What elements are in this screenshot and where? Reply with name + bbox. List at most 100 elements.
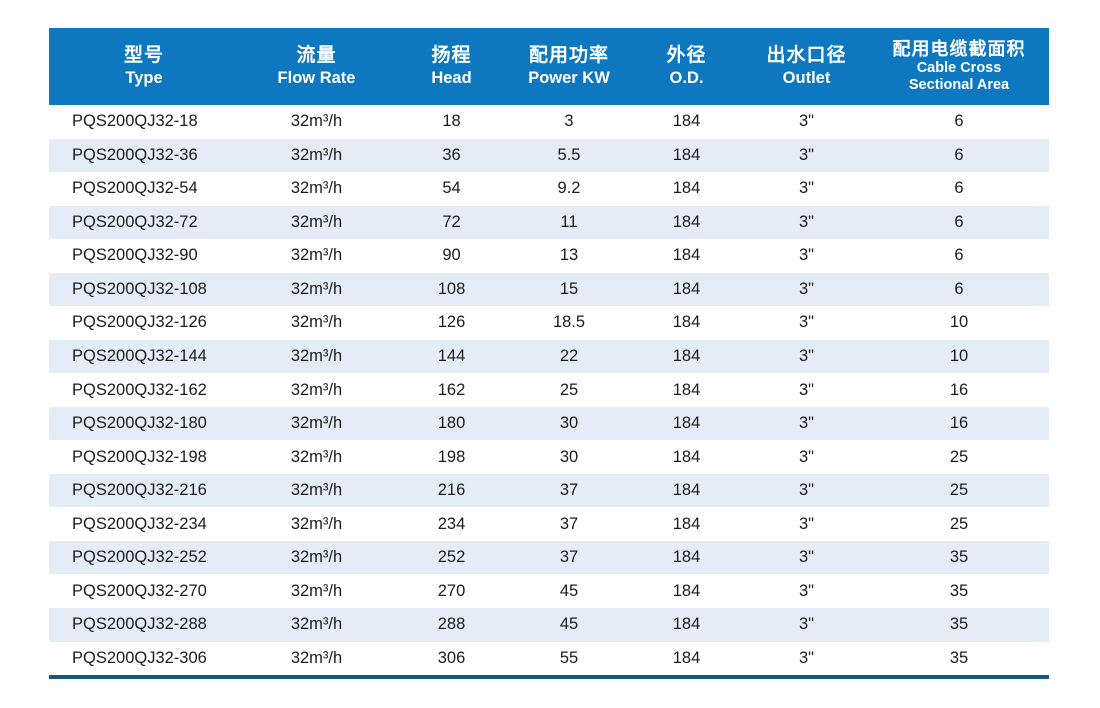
- table-row: PQS200QJ32-288 32m³/h 288 45 184 3" 35: [49, 607, 1049, 642]
- table-row: PQS200QJ32-252 32m³/h 252 37 184 3" 35: [49, 540, 1049, 575]
- table-row: PQS200QJ32-18 32m³/h 18 3 184 3" 6: [49, 105, 1049, 139]
- cell-cable-area: 16: [949, 414, 969, 433]
- table-row: PQS200QJ32-108 32m³/h 108 15 184 3" 6: [49, 272, 1049, 307]
- cell-cable-area: 6: [954, 212, 964, 231]
- cell-power: 30: [559, 414, 579, 433]
- col-header-outlet: 出水口径 Outlet: [744, 28, 869, 105]
- cell-flow-rate: 32m³/h: [290, 414, 343, 433]
- table-row: PQS200QJ32-234 32m³/h 234 37 184 3" 25: [49, 507, 1049, 541]
- cell-outlet: 3": [798, 548, 815, 567]
- cell-head: 54: [442, 179, 461, 198]
- col-header-od: 外径 O.D.: [629, 28, 744, 105]
- cell-flow-rate: 32m³/h: [290, 581, 343, 600]
- cell-flow-rate: 32m³/h: [290, 380, 343, 399]
- cell-cable-area: 6: [954, 179, 964, 198]
- cell-power: 25: [559, 380, 579, 399]
- cell-outlet: 3": [798, 414, 815, 433]
- cell-power: 9.2: [557, 179, 581, 198]
- cell-power: 37: [559, 481, 579, 500]
- cell-flow-rate: 32m³/h: [290, 112, 343, 131]
- col-header-flow-rate: 流量 Flow Rate: [239, 28, 394, 105]
- cell-outlet: 3": [798, 615, 815, 634]
- cell-outlet: 3": [798, 581, 815, 600]
- table-row: PQS200QJ32-306 32m³/h 306 55 184 3" 35: [49, 642, 1049, 676]
- cell-od: 184: [672, 179, 701, 198]
- col-header-head-en: Head: [431, 69, 472, 88]
- cell-type: PQS200QJ32-162: [72, 380, 207, 399]
- cell-cable-area: 6: [954, 246, 964, 265]
- cell-flow-rate: 32m³/h: [290, 145, 343, 164]
- cell-power: 5.5: [557, 145, 581, 164]
- cell-outlet: 3": [798, 212, 815, 231]
- cell-flow-rate: 32m³/h: [290, 313, 343, 332]
- table-row: PQS200QJ32-216 32m³/h 216 37 184 3" 25: [49, 473, 1049, 508]
- table-row: PQS200QJ32-180 32m³/h 180 30 184 3" 16: [49, 406, 1049, 441]
- cell-outlet: 3": [798, 313, 815, 332]
- table-row: PQS200QJ32-72 32m³/h 72 11 184 3" 6: [49, 205, 1049, 240]
- cell-head: 90: [442, 246, 461, 265]
- table-body: PQS200QJ32-18 32m³/h 18 3 184 3" 6 PQS200QJ32-3…: [49, 105, 1049, 675]
- cell-outlet: 3": [798, 179, 815, 198]
- cell-flow-rate: 32m³/h: [290, 447, 343, 466]
- cell-power: 3: [564, 112, 574, 131]
- cell-outlet: 3": [798, 648, 815, 667]
- cell-type: PQS200QJ32-144: [72, 346, 207, 365]
- cell-cable-area: 25: [949, 447, 969, 466]
- cell-od: 184: [672, 380, 701, 399]
- cell-od: 184: [672, 414, 701, 433]
- cell-head: 234: [437, 514, 466, 533]
- cell-outlet: 3": [798, 380, 815, 399]
- cell-outlet: 3": [798, 514, 815, 533]
- col-header-flow-rate-en: Flow Rate: [277, 69, 356, 88]
- cell-cable-area: 10: [949, 346, 969, 365]
- cell-power: 15: [559, 279, 579, 298]
- cell-head: 36: [442, 145, 461, 164]
- table-row: PQS200QJ32-36 32m³/h 36 5.5 184 3" 6: [49, 138, 1049, 173]
- cell-cable-area: 35: [949, 648, 969, 667]
- cell-head: 198: [437, 447, 466, 466]
- col-header-cable-area-zh: 配用电缆截面积: [892, 39, 1026, 60]
- cell-od: 184: [672, 615, 701, 634]
- cell-flow-rate: 32m³/h: [290, 481, 343, 500]
- cell-head: 126: [437, 313, 466, 332]
- cell-type: PQS200QJ32-216: [72, 481, 207, 500]
- cell-outlet: 3": [798, 447, 815, 466]
- cell-outlet: 3": [798, 346, 815, 365]
- cell-type: PQS200QJ32-126: [72, 313, 207, 332]
- cell-cable-area: 25: [949, 514, 969, 533]
- pump-spec-table: 型号 Type 流量 Flow Rate 扬程 Head 配用功率 Power …: [49, 28, 1049, 679]
- col-header-cable-area-en-line1: Cable Cross: [916, 60, 1002, 77]
- cell-head: 270: [437, 581, 466, 600]
- col-header-power-zh: 配用功率: [528, 45, 609, 67]
- cell-od: 184: [672, 112, 701, 131]
- cell-type: PQS200QJ32-252: [72, 548, 207, 567]
- cell-outlet: 3": [798, 246, 815, 265]
- table-row: PQS200QJ32-144 32m³/h 144 22 184 3" 10: [49, 339, 1049, 374]
- cell-power: 37: [559, 548, 579, 567]
- col-header-outlet-en: Outlet: [782, 69, 831, 88]
- cell-od: 184: [672, 279, 701, 298]
- col-header-flow-rate-zh: 流量: [296, 45, 337, 67]
- cell-outlet: 3": [798, 481, 815, 500]
- cell-flow-rate: 32m³/h: [290, 648, 343, 667]
- cell-cable-area: 16: [949, 380, 969, 399]
- cell-head: 72: [442, 212, 461, 231]
- table-row: PQS200QJ32-90 32m³/h 90 13 184 3" 6: [49, 239, 1049, 273]
- table-row: PQS200QJ32-162 32m³/h 162 25 184 3" 16: [49, 373, 1049, 407]
- cell-outlet: 3": [798, 112, 815, 131]
- cell-power: 45: [559, 615, 579, 634]
- cell-cable-area: 25: [949, 481, 969, 500]
- cell-type: PQS200QJ32-54: [72, 179, 198, 198]
- cell-od: 184: [672, 346, 701, 365]
- cell-type: PQS200QJ32-234: [72, 514, 207, 533]
- cell-od: 184: [672, 581, 701, 600]
- cell-flow-rate: 32m³/h: [290, 615, 343, 634]
- table-row: PQS200QJ32-198 32m³/h 198 30 184 3" 25: [49, 440, 1049, 474]
- cell-head: 144: [437, 346, 466, 365]
- cell-flow-rate: 32m³/h: [290, 246, 343, 265]
- table-row: PQS200QJ32-54 32m³/h 54 9.2 184 3" 6: [49, 172, 1049, 206]
- cell-od: 184: [672, 145, 701, 164]
- table-bottom-border: [49, 675, 1049, 679]
- cell-od: 184: [672, 514, 701, 533]
